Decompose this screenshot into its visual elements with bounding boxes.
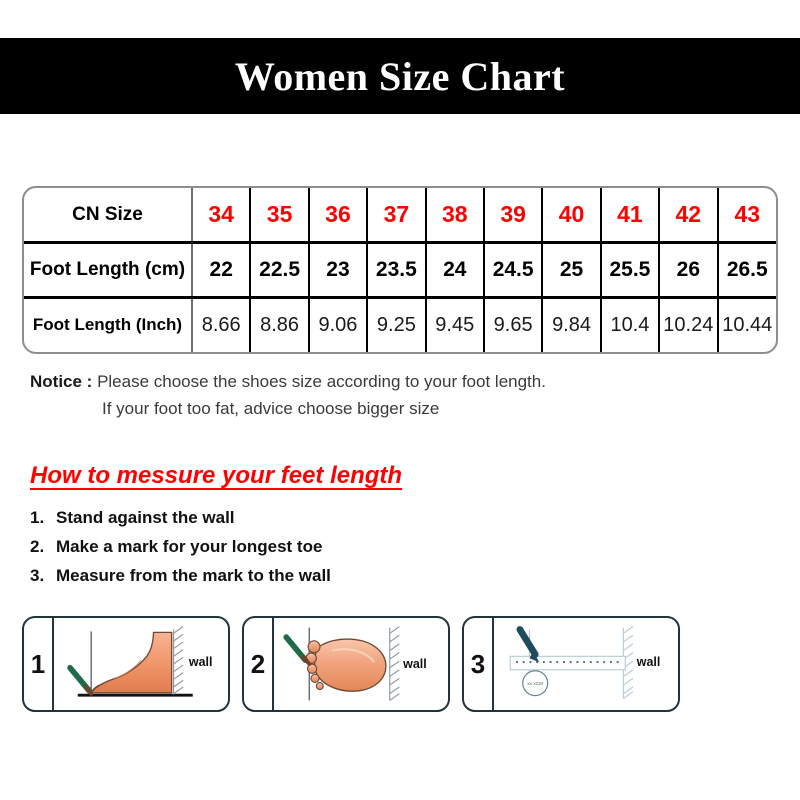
step-number: 1. [30, 508, 45, 527]
howto-steps-list: 1. Stand against the wall 2. Make a mark… [30, 508, 510, 595]
cell-foot-length-inch: 9.06 [307, 295, 368, 352]
cell-cn-size: 36 [307, 188, 368, 243]
cell-foot-length-inch: 9.25 [366, 295, 426, 352]
howto-heading: How to messure your feet length [30, 462, 403, 489]
cell-foot-length-cm: 25 [541, 241, 601, 298]
cell-cn-size: 39 [482, 188, 543, 243]
size-chart-table-container: CN Size 34 35 36 37 38 39 40 41 42 43 Fo… [22, 186, 778, 354]
wall-label: wall [402, 657, 427, 671]
notice-block: Notice : Please choose the shoes size ac… [30, 368, 546, 422]
cell-foot-length-inch: 10.44 [716, 295, 776, 352]
table-row-foot-length-cm: Foot Length (cm) 22 22.5 23 23.5 24 24.5… [24, 241, 776, 298]
cell-cn-size: 42 [658, 188, 718, 243]
cell-cn-size: 35 [249, 188, 309, 243]
step-text: Stand against the wall [56, 508, 235, 527]
table-row-cn-size: CN Size 34 35 36 37 38 39 40 41 42 43 [24, 188, 776, 243]
list-item: 2. Make a mark for your longest toe [30, 537, 510, 566]
step-number: 2. [30, 537, 45, 556]
panel-number: 2 [244, 618, 274, 710]
cell-foot-length-cm: 26.5 [716, 241, 776, 298]
cell-foot-length-cm: 22 [190, 241, 251, 298]
foot-top-view-icon: wall [274, 618, 448, 710]
cell-foot-length-inch: 9.45 [424, 295, 484, 352]
cell-foot-length-inch: 10.4 [599, 295, 660, 352]
notice-lead: Notice : [30, 372, 93, 391]
row-label-cn-size: CN Size [72, 203, 143, 225]
wall-label: wall [188, 655, 213, 669]
step-number: 3. [30, 566, 45, 585]
ruler-measure-icon: xx.xCM wall [494, 618, 678, 710]
size-chart-table: CN Size 34 35 36 37 38 39 40 41 42 43 Fo… [24, 188, 776, 352]
list-item: 1. Stand against the wall [30, 508, 510, 537]
illustration-panel-2: 2 [242, 616, 450, 712]
page-title: Women Size Chart [234, 53, 566, 99]
cell-foot-length-cm: 22.5 [249, 241, 309, 298]
cell-foot-length-cm: 25.5 [599, 241, 660, 298]
cell-foot-length-inch: 8.66 [190, 295, 251, 352]
title-banner: Women Size Chart [0, 38, 800, 114]
cell-foot-length-inch: 10.24 [658, 295, 718, 352]
notice-line-2: If your foot too fat, advice choose bigg… [102, 399, 440, 418]
cell-cn-size: 40 [541, 188, 601, 243]
cell-cn-size: 38 [424, 188, 484, 243]
panel-number: 3 [464, 618, 494, 710]
wall-label: wall [636, 655, 661, 669]
list-item: 3. Measure from the mark to the wall [30, 566, 510, 595]
illustration-panel-3: 3 [462, 616, 680, 712]
cell-foot-length-cm: 26 [658, 241, 718, 298]
cell-foot-length-inch: 9.84 [541, 295, 601, 352]
illustration-panels: 1 [22, 616, 682, 712]
cell-foot-length-inch: 8.86 [249, 295, 309, 352]
step-text: Make a mark for your longest toe [56, 537, 323, 556]
row-label-foot-length-cm: Foot Length (cm) [24, 241, 192, 298]
cell-cn-size: 37 [366, 188, 426, 243]
row-label-foot-length-inch: Foot Length (Inch) [24, 295, 192, 352]
foot-side-view-icon: wall [54, 618, 228, 710]
table-row-foot-length-inch: Foot Length (Inch) 8.66 8.86 9.06 9.25 9… [24, 295, 776, 352]
illustration-panel-1: 1 [22, 616, 230, 712]
cell-foot-length-cm: 24 [424, 241, 484, 298]
cell-foot-length-cm: 24.5 [482, 241, 543, 298]
cell-foot-length-cm: 23.5 [366, 241, 426, 298]
measurement-callout-label: xx.xCM [527, 681, 543, 687]
notice-line-1: Please choose the shoes size according t… [92, 372, 546, 391]
panel-number: 1 [24, 618, 54, 710]
cell-cn-size: 41 [599, 188, 660, 243]
cell-foot-length-cm: 23 [307, 241, 368, 298]
cell-foot-length-inch: 9.65 [482, 295, 543, 352]
step-text: Measure from the mark to the wall [56, 566, 331, 585]
cell-cn-size: 43 [716, 188, 776, 243]
cell-cn-size: 34 [190, 188, 251, 243]
